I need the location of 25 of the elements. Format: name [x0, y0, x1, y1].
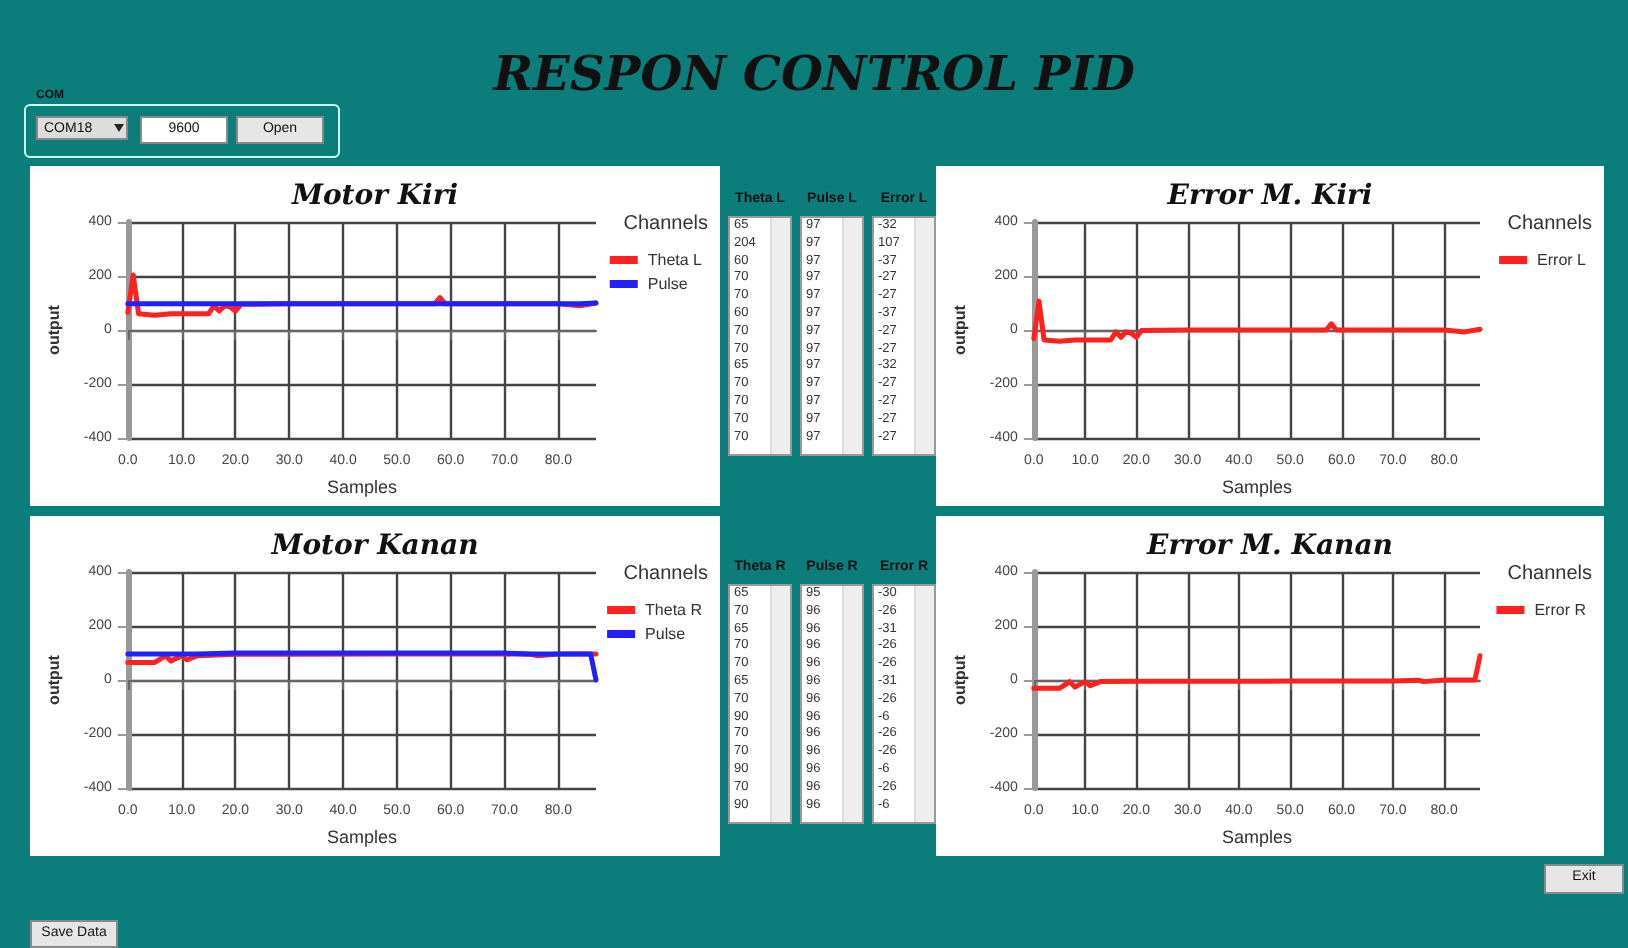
legend-title: Channels: [1507, 563, 1593, 585]
chart-title: Motor Kanan: [269, 530, 479, 562]
x-axis-title: Samples: [1221, 476, 1293, 497]
text: RESPON CONTROL PID: [493, 44, 1135, 102]
line-series: [1031, 298, 1483, 344]
chart-title: Error M. Kiri: [1165, 180, 1373, 212]
chart-title: Motor Kiri: [289, 180, 459, 212]
legend-label: Error L: [1537, 251, 1588, 269]
x-axis-title: Samples: [326, 476, 398, 497]
legend-label: Pulse: [647, 275, 689, 293]
x-axis-title: Samples: [1221, 826, 1293, 847]
line-series: [1031, 653, 1483, 691]
legend-label: Pulse: [645, 625, 687, 643]
legend-title: Channels: [1507, 213, 1593, 235]
y-axis-title: output: [45, 304, 63, 355]
y-axis-title: output: [951, 654, 969, 705]
chart-title: Error M. Kanan: [1145, 530, 1393, 562]
legend-title: Channels: [623, 563, 709, 585]
x-axis-title: Samples: [326, 826, 398, 847]
legend-label: Error R: [1534, 601, 1587, 619]
y-axis-title: output: [951, 304, 969, 355]
y-axis-title: output: [45, 654, 63, 705]
legend-label: Theta L: [647, 251, 704, 269]
legend-label: Theta R: [645, 601, 703, 619]
legend-title: Channels: [623, 213, 709, 235]
